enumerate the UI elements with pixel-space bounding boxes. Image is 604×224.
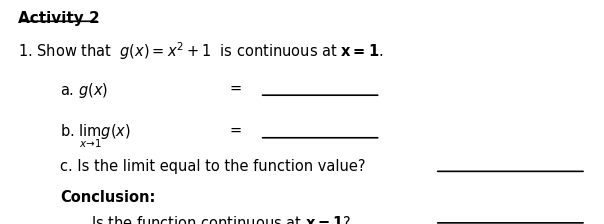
Text: b. $\lim_{x\to 1} g(x)$: b. $\lim_{x\to 1} g(x)$ xyxy=(60,123,132,150)
Text: a. $g(x)$: a. $g(x)$ xyxy=(60,81,109,100)
Text: =: = xyxy=(230,81,242,96)
Text: Activity 2: Activity 2 xyxy=(18,11,100,26)
Text: Conclusion:: Conclusion: xyxy=(60,190,156,205)
Text: c. Is the limit equal to the function value?: c. Is the limit equal to the function va… xyxy=(60,159,366,174)
Text: Is the function continuous at $\mathbf{x = 1}$?: Is the function continuous at $\mathbf{x… xyxy=(91,215,351,224)
Text: 1. Show that  $g(x) = x^2 + 1$  is continuous at $\mathbf{x = 1}$.: 1. Show that $g(x) = x^2 + 1$ is continu… xyxy=(18,40,384,62)
Text: =: = xyxy=(230,123,242,138)
